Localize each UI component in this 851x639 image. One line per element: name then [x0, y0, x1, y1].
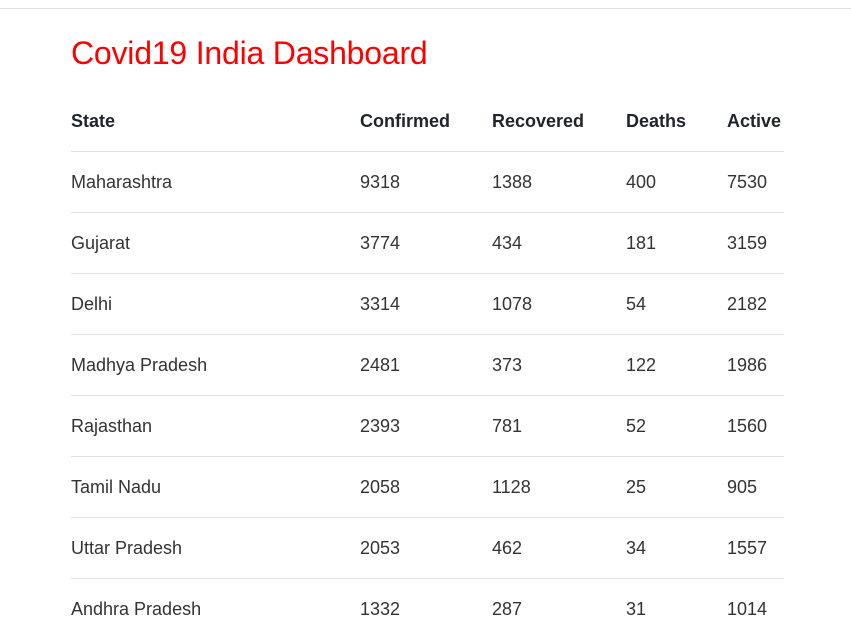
cell-recovered: 1128: [492, 457, 626, 518]
table-row: Madhya Pradesh 2481 373 122 1986: [71, 335, 784, 396]
cell-confirmed: 2053: [360, 518, 492, 579]
cell-confirmed: 3314: [360, 274, 492, 335]
cell-deaths: 34: [626, 518, 727, 579]
cell-deaths: 54: [626, 274, 727, 335]
cell-recovered: 434: [492, 213, 626, 274]
table-row: Andhra Pradesh 1332 287 31 1014: [71, 579, 784, 639]
cell-deaths: 25: [626, 457, 727, 518]
cell-active: 1014: [727, 579, 784, 639]
cell-confirmed: 9318: [360, 152, 492, 213]
top-divider: [0, 8, 851, 9]
cell-recovered: 373: [492, 335, 626, 396]
table-row: Gujarat 3774 434 181 3159: [71, 213, 784, 274]
cell-confirmed: 2058: [360, 457, 492, 518]
cell-recovered: 462: [492, 518, 626, 579]
cell-deaths: 181: [626, 213, 727, 274]
cell-recovered: 1078: [492, 274, 626, 335]
cell-recovered: 781: [492, 396, 626, 457]
cell-active: 905: [727, 457, 784, 518]
cell-state: Andhra Pradesh: [71, 579, 360, 639]
cell-state: Tamil Nadu: [71, 457, 360, 518]
cell-confirmed: 2393: [360, 396, 492, 457]
state-stats-table: State Confirmed Recovered Deaths Active …: [71, 91, 784, 639]
header-recovered: Recovered: [492, 91, 626, 152]
cell-active: 3159: [727, 213, 784, 274]
table-header-row: State Confirmed Recovered Deaths Active: [71, 91, 784, 152]
cell-recovered: 287: [492, 579, 626, 639]
cell-active: 7530: [727, 152, 784, 213]
cell-deaths: 31: [626, 579, 727, 639]
cell-recovered: 1388: [492, 152, 626, 213]
table-header: State Confirmed Recovered Deaths Active: [71, 91, 784, 152]
cell-active: 1560: [727, 396, 784, 457]
header-state: State: [71, 91, 360, 152]
cell-state: Rajasthan: [71, 396, 360, 457]
cell-deaths: 52: [626, 396, 727, 457]
cell-state: Gujarat: [71, 213, 360, 274]
header-deaths: Deaths: [626, 91, 727, 152]
cell-state: Delhi: [71, 274, 360, 335]
page-title: Covid19 India Dashboard: [71, 35, 428, 72]
table-row: Uttar Pradesh 2053 462 34 1557: [71, 518, 784, 579]
cell-confirmed: 3774: [360, 213, 492, 274]
header-active: Active: [727, 91, 784, 152]
cell-deaths: 400: [626, 152, 727, 213]
cell-state: Uttar Pradesh: [71, 518, 360, 579]
table-row: Tamil Nadu 2058 1128 25 905: [71, 457, 784, 518]
cell-active: 1986: [727, 335, 784, 396]
cell-confirmed: 1332: [360, 579, 492, 639]
cell-state: Madhya Pradesh: [71, 335, 360, 396]
cell-state: Maharashtra: [71, 152, 360, 213]
table-row: Maharashtra 9318 1388 400 7530: [71, 152, 784, 213]
header-confirmed: Confirmed: [360, 91, 492, 152]
cell-active: 1557: [727, 518, 784, 579]
table-row: Rajasthan 2393 781 52 1560: [71, 396, 784, 457]
cell-active: 2182: [727, 274, 784, 335]
cell-confirmed: 2481: [360, 335, 492, 396]
table-row: Delhi 3314 1078 54 2182: [71, 274, 784, 335]
table-body: Maharashtra 9318 1388 400 7530 Gujarat 3…: [71, 152, 784, 639]
cell-deaths: 122: [626, 335, 727, 396]
